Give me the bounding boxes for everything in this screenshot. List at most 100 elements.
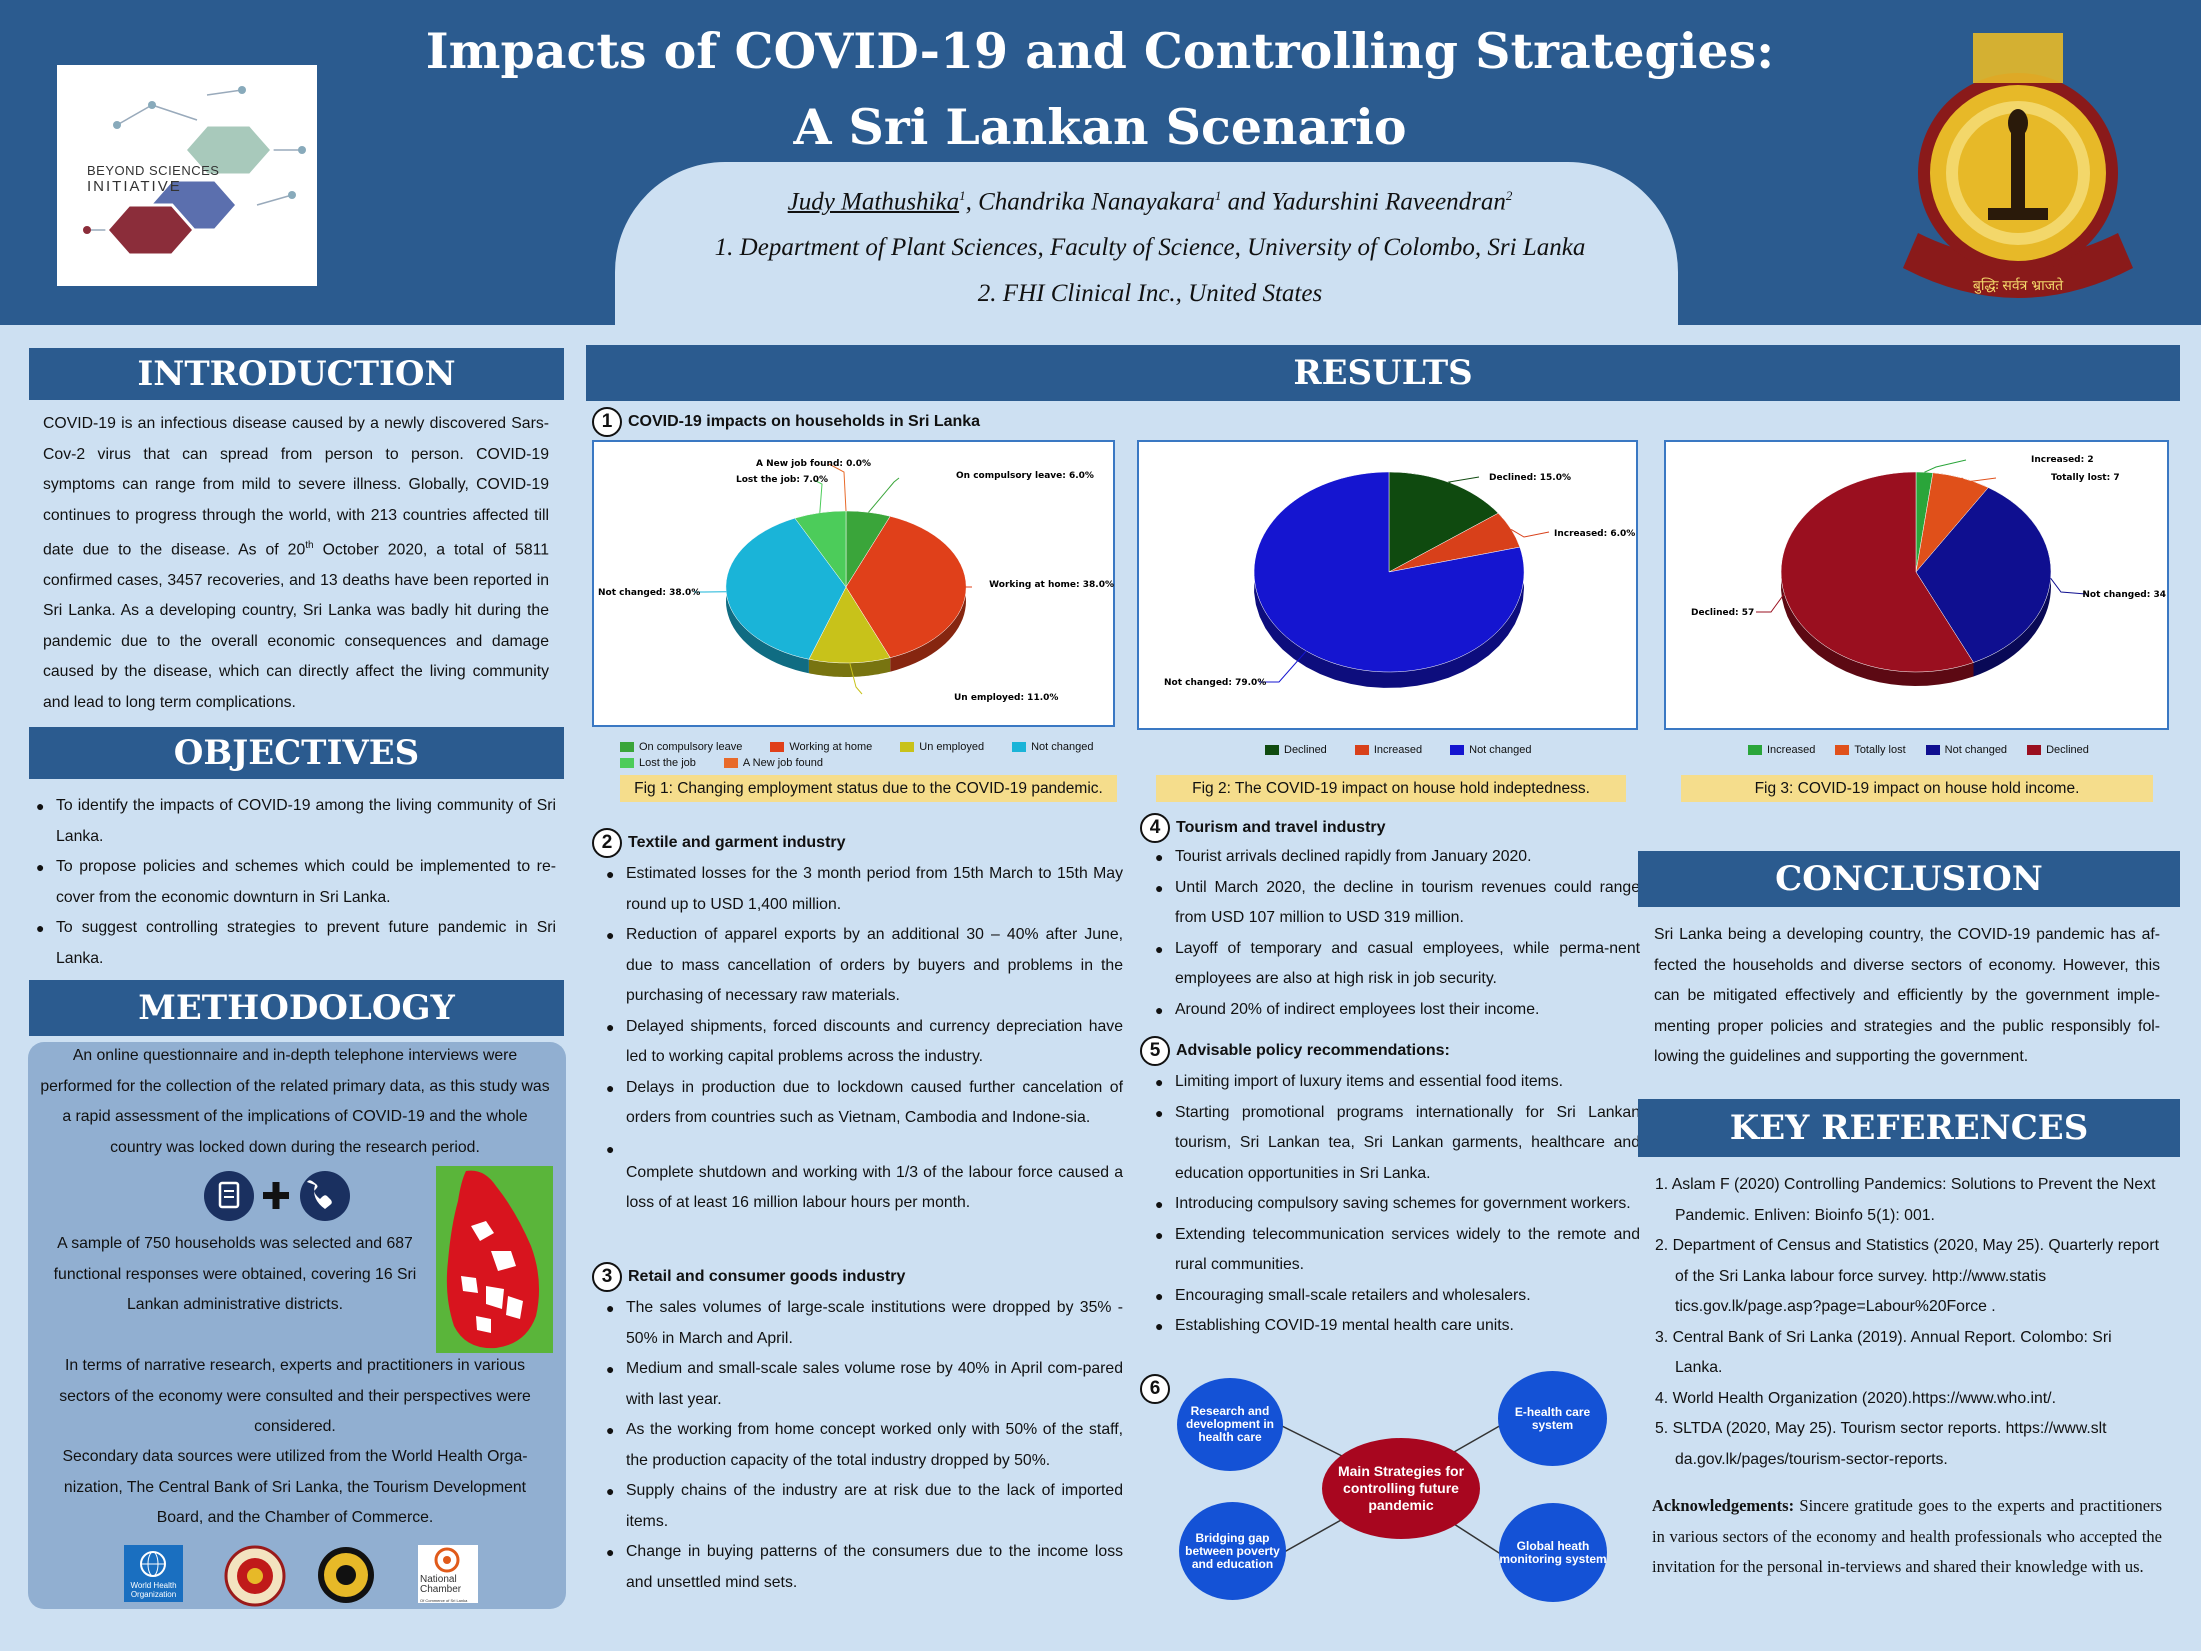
legend-item: Lost the job [620, 757, 696, 769]
reference-item: 3. Central Bank of Sri Lanka (2019). Ann… [1655, 1328, 2112, 1377]
central-bank-seal-icon [224, 1545, 286, 1607]
retail-item: As the working from home concept worked … [606, 1415, 1123, 1476]
section-5-heading: 5 Advisable policy recommendations: [1140, 1036, 1450, 1066]
legend-label: Un employed [919, 741, 985, 753]
legend-label: Increased [1767, 744, 1816, 756]
poster-title-line2: A Sri Lankan Scenario [793, 98, 1407, 156]
legend-swatch [620, 742, 634, 753]
legend-label: Totally lost [1854, 744, 1906, 756]
chart-3-legend: Increased Totally lost Not changed Declined [1748, 744, 2168, 756]
pie-leader-line [828, 463, 847, 512]
reference-item: 1. Aslam F (2020) Controlling Pandemics:… [1655, 1176, 2156, 1224]
chart-1-legend: On compulsory leave Working at home Un emp… [620, 741, 1100, 769]
pie-slice [1253, 471, 1525, 673]
legend-swatch [1925, 745, 1940, 756]
legend-swatch [1450, 745, 1465, 756]
legend-label: Lost the job [639, 757, 696, 769]
legend-label: Declined [2046, 744, 2089, 756]
section-6-heading: 6 [1140, 1374, 1170, 1404]
textile-list: Estimated losses for the 3 month period … [606, 859, 1123, 1219]
legend-label: Working at home [789, 741, 873, 753]
legend-swatch [1835, 745, 1850, 756]
legend-item: Totally lost [1835, 744, 1906, 756]
legend-label: Not changed [1469, 744, 1532, 756]
legend-swatch [1748, 745, 1762, 756]
policy-item: Establishing COVID-19 mental health care… [1155, 1311, 1640, 1342]
survey-icons [203, 1168, 353, 1224]
legend-swatch [770, 742, 785, 753]
globe-icon [140, 1551, 166, 1577]
sri-lanka-map [436, 1166, 553, 1353]
pie-data-label: Lost the job: 7.0% [736, 475, 828, 485]
legend-swatch [2027, 745, 2042, 756]
pie-leader-line [1510, 528, 1550, 538]
strategy-center-ellipse: Main Strategies for controlling future p… [1322, 1438, 1480, 1539]
legend-label: Not changed [1944, 744, 2008, 756]
policy-item: Limiting import of luxury items and esse… [1155, 1067, 1640, 1098]
pie-leader-line [1447, 476, 1480, 484]
university-crest: बुद्धिः सर्वत्र भ्राजते [1893, 28, 2143, 310]
section-number: 5 [1140, 1036, 1170, 1066]
fig-1-caption: Fig 1: Changing employment status due to… [620, 775, 1117, 802]
central-bank-logo [224, 1545, 286, 1607]
legend-item: Not changed [1925, 744, 2008, 756]
legend-label: Increased [1373, 744, 1423, 756]
strategy-monitoring-bubble: Global heath monitoring system [1499, 1503, 1607, 1602]
pie-data-label: Increased: 6.0% [1554, 529, 1635, 539]
section-number: 6 [1140, 1374, 1170, 1404]
fig-2-caption: Fig 2: The COVID-19 impact on house hold… [1156, 775, 1626, 802]
legend-label: Not changed [1031, 741, 1094, 753]
strategy-poverty-bubble: Bridging gap between poverty and educati… [1179, 1502, 1286, 1600]
chart-2-box: Declined: 15.0% Increased: 6.0% Not change… [1137, 440, 1638, 730]
references-heading: KEY REFERENCES [1638, 1099, 2180, 1157]
legend-item: Declined [1265, 744, 1327, 756]
legend-swatch [1265, 745, 1279, 756]
tourism-list: Tourist arrivals declined rapidly from J… [1155, 842, 1640, 1025]
results-heading: RESULTS [586, 345, 2180, 401]
beyond-sciences-logo: BEYOND SCIENCES INITIATIVE [57, 65, 317, 286]
legend-item: A New job found [723, 757, 823, 769]
legend-swatch [1354, 745, 1369, 756]
policy-item: Starting promotional programs internatio… [1155, 1098, 1640, 1190]
legend-item: Not changed [1450, 744, 1532, 756]
section-number: 3 [592, 1262, 622, 1292]
pie-data-label: Declined: 15.0% [1489, 473, 1571, 483]
logo-text: BEYOND SCIENCES INITIATIVE [87, 163, 220, 195]
section-number: 4 [1140, 813, 1170, 843]
retail-item: The sales volumes of large-scale institu… [606, 1293, 1123, 1354]
author-line: Judy Mathushika1, Chandrika Nanayakara1 … [787, 188, 1513, 216]
tourism-item: Until March 2020, the decline in tourism… [1155, 873, 1640, 934]
legend-item: Un employed [900, 741, 984, 753]
tourism-item: Tourist arrivals declined rapidly from J… [1155, 842, 1640, 873]
references-list: 1. Aslam F (2020) Controlling Pandemics:… [1655, 1170, 2161, 1475]
pie-data-label: Not changed: 38.0% [598, 588, 700, 598]
methodology-p3: In terms of narrative research, experts … [59, 1357, 531, 1435]
strategy-research-bubble: Research and development in health care [1177, 1378, 1283, 1471]
pie-data-label: Not changed: 34 [2082, 590, 2166, 600]
objectives-heading: OBJECTIVES [29, 727, 564, 779]
pie-leader-line [1259, 650, 1307, 683]
legend-item: Working at home [770, 741, 872, 753]
pie-data-label: A New job found: 0.0% [756, 459, 871, 469]
objective-item: To suggest controlling strategies to pre… [36, 913, 556, 974]
university-crest-icon [1903, 33, 2133, 298]
section-1-heading: 1 COVID-19 impacts on households in Sri L… [592, 407, 980, 437]
pie-slice-side [1973, 487, 2051, 677]
textile-item: Reduction of apparel exports by an addit… [606, 920, 1123, 1012]
who-logo: World Health Organization [124, 1545, 183, 1602]
textile-item: Complete shutdown and working with 1/3 o… [606, 1134, 1123, 1219]
pie-leader-line [1924, 459, 1967, 473]
section-number: 2 [592, 828, 622, 858]
pie-data-label: Un employed: 11.0% [954, 693, 1058, 703]
reference-item: 2. Department of Census and Statistics (… [1655, 1237, 2159, 1315]
section-3-heading: 3 Retail and consumer goods industry [592, 1262, 905, 1292]
textile-item: Estimated losses for the 3 month period … [606, 859, 1123, 920]
policy-list: Limiting import of luxury items and esse… [1155, 1067, 1640, 1342]
pie-data-label: On compulsory leave: 6.0% [956, 471, 1094, 481]
pie-slice [808, 586, 891, 664]
legend-label: A New job found [742, 757, 823, 769]
section-4-heading: 4 Tourism and travel industry [1140, 813, 1386, 843]
legend-label: On compulsory leave [639, 741, 743, 753]
pie-data-label: Totally lost: 7 [2051, 473, 2120, 483]
fig-3-caption: Fig 3: COVID-19 impact on house hold inc… [1681, 775, 2153, 802]
